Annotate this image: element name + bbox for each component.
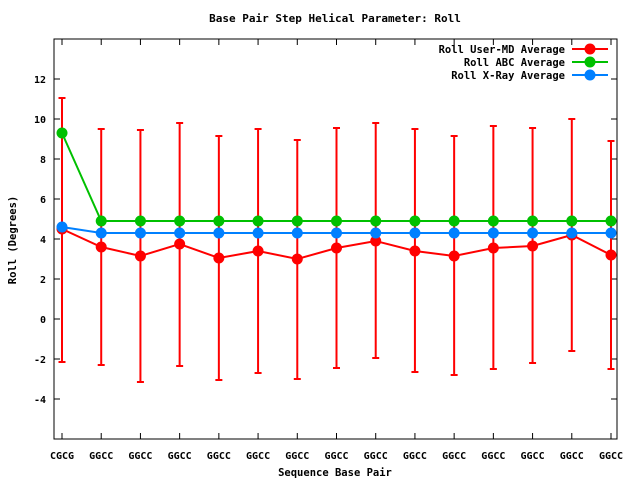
data-point xyxy=(213,252,225,264)
chart-title: Base Pair Step Helical Parameter: Roll xyxy=(209,12,461,25)
x-tick-label: GGCC xyxy=(364,451,388,462)
legend-label: Roll X-Ray Average xyxy=(451,70,565,82)
data-point xyxy=(409,215,421,227)
data-point xyxy=(566,215,578,227)
data-point xyxy=(448,215,460,227)
data-point xyxy=(331,215,342,227)
data-point xyxy=(331,242,342,254)
y-tick-label: 10 xyxy=(34,115,46,126)
data-point xyxy=(566,227,578,239)
data-point xyxy=(487,227,499,239)
series-2 xyxy=(56,127,617,227)
x-tick-label: GGCC xyxy=(599,451,623,462)
x-tick-label: GGCC xyxy=(285,451,309,462)
data-point xyxy=(134,227,146,239)
data-point xyxy=(95,241,107,253)
data-point xyxy=(605,227,617,239)
data-point xyxy=(95,227,107,239)
y-tick-label: 2 xyxy=(40,275,46,286)
legend-swatch-marker xyxy=(584,69,596,81)
data-point xyxy=(291,215,303,227)
data-point xyxy=(213,215,225,227)
data-point xyxy=(134,250,146,262)
data-point xyxy=(174,238,186,250)
data-point xyxy=(409,245,421,257)
data-point xyxy=(527,227,539,239)
legend-label: Roll User-MD Average xyxy=(439,44,565,56)
series-layer xyxy=(56,97,617,383)
data-point xyxy=(605,249,617,261)
x-tick-label: GGCC xyxy=(442,451,466,462)
x-tick-label: GGCC xyxy=(128,451,152,462)
x-tick-label: GGCC xyxy=(246,451,270,462)
data-point xyxy=(56,127,68,139)
y-tick-label: 8 xyxy=(40,155,46,166)
legend-swatch-marker xyxy=(584,43,596,55)
data-point xyxy=(291,253,303,265)
data-point xyxy=(605,215,617,227)
data-point xyxy=(95,215,107,227)
data-point xyxy=(448,250,460,262)
data-point xyxy=(448,227,460,239)
y-tick-label: -2 xyxy=(34,355,46,366)
x-tick-label: GGCC xyxy=(168,451,192,462)
data-point xyxy=(487,215,499,227)
data-point xyxy=(252,215,264,227)
data-point xyxy=(527,215,539,227)
x-axis-label: Sequence Base Pair xyxy=(278,467,392,479)
data-point xyxy=(213,227,225,239)
data-point xyxy=(527,240,539,252)
data-point xyxy=(331,227,342,239)
x-tick-label: GGCC xyxy=(403,451,427,462)
legend-swatch-marker xyxy=(584,56,596,68)
x-tick-label: GGCC xyxy=(560,451,584,462)
x-tick-label: GGCC xyxy=(521,451,545,462)
data-point xyxy=(487,242,499,254)
x-tick-label: GGCC xyxy=(481,451,505,462)
legend-label: Roll ABC Average xyxy=(464,57,565,69)
data-point xyxy=(370,235,382,247)
x-tick-label: CGCG xyxy=(50,451,74,462)
series-3 xyxy=(56,221,617,239)
y-tick-label: 0 xyxy=(40,315,46,326)
x-tick-label: GGCC xyxy=(324,451,348,462)
y-tick-label: 4 xyxy=(40,235,46,246)
x-tick-label: GGCC xyxy=(207,451,231,462)
data-point xyxy=(370,215,382,227)
data-point xyxy=(252,227,264,239)
data-point xyxy=(56,221,68,233)
data-point xyxy=(174,215,186,227)
y-axis-label: Roll (Degrees) xyxy=(7,196,19,285)
y-tick-label: -4 xyxy=(34,395,46,406)
data-point xyxy=(291,227,303,239)
data-point xyxy=(174,227,186,239)
data-point xyxy=(409,227,421,239)
series-1 xyxy=(56,97,617,383)
data-point xyxy=(252,245,264,257)
data-point xyxy=(370,227,382,239)
data-point xyxy=(134,215,146,227)
y-tick-label: 6 xyxy=(40,195,46,206)
x-tick-label: GGCC xyxy=(89,451,113,462)
y-tick-label: 12 xyxy=(34,75,46,86)
